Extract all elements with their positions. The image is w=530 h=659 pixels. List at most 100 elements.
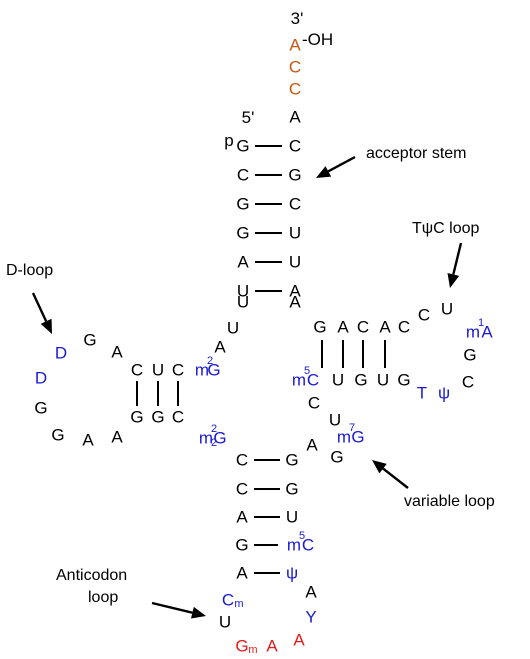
nucleotide-t-g65: G	[397, 371, 410, 390]
nucleotide-t-g57: G	[463, 346, 476, 365]
nucleotide-t-c49: C	[398, 318, 410, 337]
nucleotide-ac-a38: A	[305, 583, 317, 602]
nucleotide-var-c48: C	[308, 394, 320, 413]
nucleotide-d-g18: G	[34, 399, 47, 418]
phosphate-label: p	[224, 131, 233, 150]
nucleotide-d-a23: A	[111, 428, 123, 447]
acceptor-stem-label: acceptor stem	[366, 145, 466, 162]
nucleotide-var-m7g46: G	[351, 428, 364, 447]
label-arrows	[31, 155, 463, 619]
nucleotide-ac-g43: G	[285, 451, 298, 470]
region-labels: 3' -OH 5' p acceptor stem TψC loop D-loo…	[6, 9, 495, 606]
nucleotide-acc-a66: A	[289, 293, 301, 312]
nucleotide-t-u59: U	[441, 300, 453, 319]
mod-mark-t-m5c61-m: m	[292, 371, 306, 390]
nucleotide-ac-a35: A	[266, 637, 278, 656]
nucleotide-d-u12: U	[152, 361, 164, 380]
nucleotide-ac-m5c40: C	[302, 536, 314, 555]
nucleotide-t-u62: U	[332, 371, 344, 390]
nucleotide-t-a52: A	[337, 318, 349, 337]
nucleotide-t-g63: G	[354, 371, 367, 390]
nucleotide-ac-y37: Y	[305, 608, 316, 627]
base-pair-bonds	[136, 145, 386, 574]
d-loop-label: D-loop	[6, 262, 53, 279]
nucleotide-ac-a31: A	[236, 564, 248, 583]
anticodon-loop-label-line1: Anticodon	[56, 567, 127, 584]
nucleotide-t-c56: C	[462, 373, 474, 392]
nucleotide-t-u64: U	[377, 371, 389, 390]
mod-mark-ac-gm34-sub: m	[248, 644, 257, 656]
nucleotide-acc-g1: G	[236, 137, 249, 156]
nucleotide-acc-a67: A	[289, 282, 301, 301]
nucleotide-cca-c1: C	[289, 58, 301, 77]
nucleotide-t-m5c61: C	[307, 371, 319, 390]
nucleotide-d-g19: G	[51, 426, 64, 445]
nucleotide-ac-u33: U	[219, 613, 231, 632]
acceptor-stem-arrow-icon	[316, 155, 356, 178]
mod-mark-t-m1a58-sup: 1	[478, 317, 484, 329]
mod-mark-ac-m5c40-sup: 5	[299, 530, 305, 542]
nucleotide-ac-c27: C	[236, 451, 248, 470]
nucleotide-var-u47: U	[329, 411, 341, 430]
nucleotide-t-psi55: ψ	[438, 384, 450, 403]
nucleotide-ac-c28: C	[236, 480, 248, 499]
mod-mark-t-m1a58-m: m	[466, 323, 480, 342]
nucleotide-acc-c70: C	[289, 195, 301, 214]
nucleotide-t-c51: C	[357, 318, 369, 337]
nucleotide-acc-g4: G	[236, 224, 249, 243]
mod-mark-ac-cm32-sub: m	[234, 598, 243, 610]
nucleotide-d-d16: D	[55, 344, 67, 363]
nucleotide-d-d17: D	[35, 369, 47, 388]
nucleotide-d-c25: C	[172, 408, 184, 427]
nucleotide-d-a14: A	[111, 343, 123, 362]
variable-loop-arrow-icon	[372, 460, 409, 489]
nucleotide-ac-a29: A	[236, 508, 248, 527]
nucleotide-acc-a5: A	[237, 253, 249, 272]
nucleotide-acc-a73: A	[289, 108, 301, 127]
nucleotide-d-c13: C	[131, 361, 143, 380]
nucleotide-acc-u69: U	[289, 224, 301, 243]
nucleotide-cca-c2: C	[289, 80, 301, 99]
anticodon-loop-label-line2: loop	[88, 589, 118, 606]
mod-mark-d-m2g10-sup: 2	[207, 355, 213, 367]
nucleotide-acc-u6: U	[237, 282, 249, 301]
mod-mark-var-m7g46-sup: 7	[349, 422, 355, 434]
nucleotide-acc-u7: U	[237, 293, 249, 312]
nucleotide-t-g53: G	[313, 318, 326, 337]
nucleotide-t-c60: C	[418, 306, 430, 325]
variable-loop-label: variable loop	[404, 493, 495, 510]
nucleotide-ac-g42: G	[285, 480, 298, 499]
nucleotide-ac-m22g26: G	[213, 429, 226, 448]
mod-mark-t-m5c61-sup: 5	[304, 365, 310, 377]
nucleotide-d-g22: G	[130, 408, 143, 427]
nucleotide-t-m1a58: A	[481, 323, 493, 342]
nucleotide-acc-c2: C	[237, 166, 249, 185]
nucleotide-ac-u41: U	[286, 508, 298, 527]
nucleotide-link-a9: A	[214, 338, 226, 357]
nucleotide-ac-gm34: G	[235, 637, 248, 656]
nucleotide-var-g45: G	[330, 448, 343, 467]
nucleotide-d-g15: G	[83, 331, 96, 350]
mod-mark-ac-m22g26-sup: 2	[211, 423, 217, 435]
nucleotide-ac-g30: G	[235, 536, 248, 555]
mod-mark-ac-m22g26-m: m	[199, 429, 213, 448]
nucleotide-d-g24: G	[151, 408, 164, 427]
nucleotide-var-a44: A	[306, 436, 318, 455]
hydroxyl-label: -OH	[302, 30, 333, 49]
nucleotide-acc-u68: U	[289, 253, 301, 272]
nucleotide-d-a21: A	[82, 431, 94, 450]
d-loop-arrow-icon	[31, 292, 52, 334]
nucleotide-cca-a: A	[289, 36, 301, 55]
mod-mark-d-m2g10-m: m	[195, 361, 209, 380]
nucleotide-ac-a36: A	[293, 631, 305, 650]
nucleotide-ac-cm32: C	[222, 591, 234, 610]
three-prime-label: 3'	[291, 9, 304, 28]
tpsic-loop-label: TψC loop	[412, 220, 480, 237]
mod-mark-ac-m22g26-sub: 2	[211, 437, 217, 449]
nucleotide-acc-c72: C	[289, 137, 301, 156]
nucleotide-ac-psi39: ψ	[286, 564, 298, 583]
nucleotide-d-c11: C	[172, 361, 184, 380]
mod-mark-ac-m5c40-m: m	[287, 536, 301, 555]
